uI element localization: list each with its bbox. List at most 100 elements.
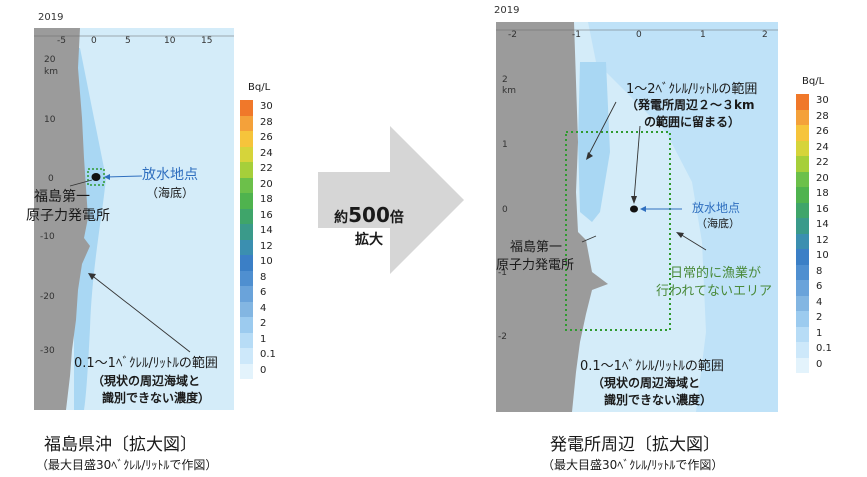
colorbar-level-label: 30 [260, 101, 273, 112]
left-year: 2019 [38, 12, 64, 23]
colorbar-level-label: 0 [816, 358, 823, 370]
colorbar-level-label: 22 [816, 157, 829, 168]
colorbar-swatch [796, 140, 809, 156]
left-range-note: 識別できない濃度） [102, 391, 211, 405]
colorbar-swatch [240, 131, 253, 147]
colorbar-level-label: 26 [816, 126, 829, 137]
colorbar-level-label: 6 [816, 281, 823, 292]
colorbar-level-label: 16 [260, 209, 273, 221]
colorbar-level-label: 12 [260, 240, 273, 252]
left-range-note: （現状の周辺海域と [92, 374, 201, 388]
right-high-range-label: 1～2ﾍﾞｸﾚﾙ/ﾘｯﾄﾙの範囲 [626, 82, 758, 97]
colorbar-swatch [240, 239, 253, 255]
right-fishing-label: 日常的に漁業が [670, 266, 762, 281]
colorbar-level-label: 1 [260, 333, 267, 345]
colorbar-swatch [796, 295, 809, 311]
left-yunit: km [44, 67, 58, 77]
center-arrow [318, 126, 464, 274]
colorbar-swatch [240, 255, 253, 271]
left-ytick: 20 [44, 55, 56, 65]
colorbar-swatch [240, 286, 253, 302]
right-discharge-sub: （海底） [696, 217, 740, 230]
colorbar-swatch [796, 280, 809, 296]
right-xtick: -2 [508, 30, 517, 40]
left-ytick: -10 [40, 232, 55, 242]
right-ytick: 0 [502, 205, 508, 215]
colorbar-swatch [796, 109, 809, 125]
right-high-arrow-left [587, 101, 617, 157]
colorbar-level-label: 12 [816, 234, 829, 246]
right-range-note: （現状の周辺海域と [592, 376, 701, 390]
colorbar-level-label: 10 [816, 250, 829, 261]
colorbar-level-label: 8 [816, 265, 823, 277]
colorbar-swatch [796, 311, 809, 327]
colorbar-swatch [796, 249, 809, 265]
colorbar-swatch [796, 125, 809, 141]
right-land-block [508, 344, 524, 360]
right-caption-sub: （最大目盛30ﾍﾞｸﾚﾙ/ﾘｯﾄﾙで作図） [542, 458, 724, 472]
right-fishing-arrowhead [676, 232, 684, 238]
right-plume-band [578, 62, 610, 222]
colorbar-level-label: 2 [816, 312, 823, 323]
colorbar-swatch [240, 193, 253, 209]
colorbar-swatch [240, 270, 253, 286]
right-xtick: 2 [762, 30, 768, 40]
left-xtick: -5 [57, 36, 66, 46]
colorbar-level-label: 18 [816, 188, 829, 199]
colorbar-level-label: 2 [260, 318, 267, 329]
left-caption: 福島県沖〔拡大図〕 [44, 435, 197, 455]
right-colorbar-unit: Bq/L [802, 76, 825, 87]
right-discharge-label: 放水地点 [692, 201, 741, 215]
colorbar-swatch [240, 332, 253, 348]
left-ytick: -20 [40, 292, 55, 302]
right-map [496, 22, 778, 412]
colorbar-swatch [240, 208, 253, 224]
right-ytick: 1 [502, 140, 508, 150]
colorbar-swatch [240, 177, 253, 193]
colorbar-level-label: 0 [260, 364, 267, 376]
right-high-arrowhead-left [586, 152, 593, 160]
colorbar-swatch [240, 363, 253, 379]
colorbar-level-label: 26 [260, 132, 273, 143]
right-plant-label: 原子力発電所 [496, 258, 575, 273]
colorbar-swatch [240, 317, 253, 333]
colorbar-level-label: 16 [816, 203, 829, 215]
colorbar-swatch [796, 233, 809, 249]
right-xtick: 0 [636, 30, 642, 40]
colorbar-swatch [796, 264, 809, 280]
colorbar-level-label: 14 [260, 225, 273, 236]
colorbar-level-label: 30 [816, 95, 829, 106]
right-plume-wide [588, 22, 778, 412]
left-xtick: 10 [164, 36, 176, 46]
right-map-panel: 2019 -2 -1 0 1 2 2 km 1 0 -1 -2 1～2ﾍﾞｸﾚﾙ… [480, 0, 867, 477]
colorbar-level-label: 4 [816, 296, 823, 308]
colorbar-swatch [796, 187, 809, 203]
center-arrow-shape [318, 126, 464, 274]
colorbar-swatch [240, 224, 253, 240]
colorbar-level-label: 28 [816, 110, 829, 122]
colorbar-level-label: 6 [260, 287, 267, 298]
colorbar-swatch [240, 115, 253, 131]
right-plant-label: 福島第一 [510, 240, 563, 255]
colorbar-level-label: 10 [260, 256, 273, 267]
right-xtick: 1 [700, 30, 706, 40]
left-discharge-arrowhead [104, 174, 110, 180]
left-map-panel: 2019 -5 0 5 10 15 20 km 10 0 -10 -20 -30… [0, 0, 300, 477]
left-plant-label: 原子力発電所 [26, 208, 110, 224]
colorbar-swatch [796, 171, 809, 187]
left-discharge-marker [91, 173, 101, 181]
right-colorbar: Bq/L 30 28 26 24 22 20 18 16 14 12 10 8 6 4 2 1 0.1 0 [796, 74, 856, 410]
right-discharge-marker [630, 205, 638, 213]
colorbar-level-label: 1 [816, 327, 823, 339]
left-colorbar-unit: Bq/L [248, 82, 271, 93]
colorbar-level-label: 20 [816, 172, 829, 184]
right-high-arrow-center [633, 125, 641, 201]
colorbar-swatch [240, 100, 253, 116]
left-discharge-sub: （海底） [146, 186, 195, 200]
right-discharge-arrowhead [640, 206, 646, 212]
left-xtick: 0 [91, 36, 97, 46]
left-plant-label: 福島第一 [34, 189, 90, 205]
colorbar-level-label: 0.1 [816, 343, 832, 354]
right-caption: 発電所周辺〔拡大図〕 [550, 435, 720, 455]
left-discharge-label: 放水地点 [142, 167, 198, 183]
